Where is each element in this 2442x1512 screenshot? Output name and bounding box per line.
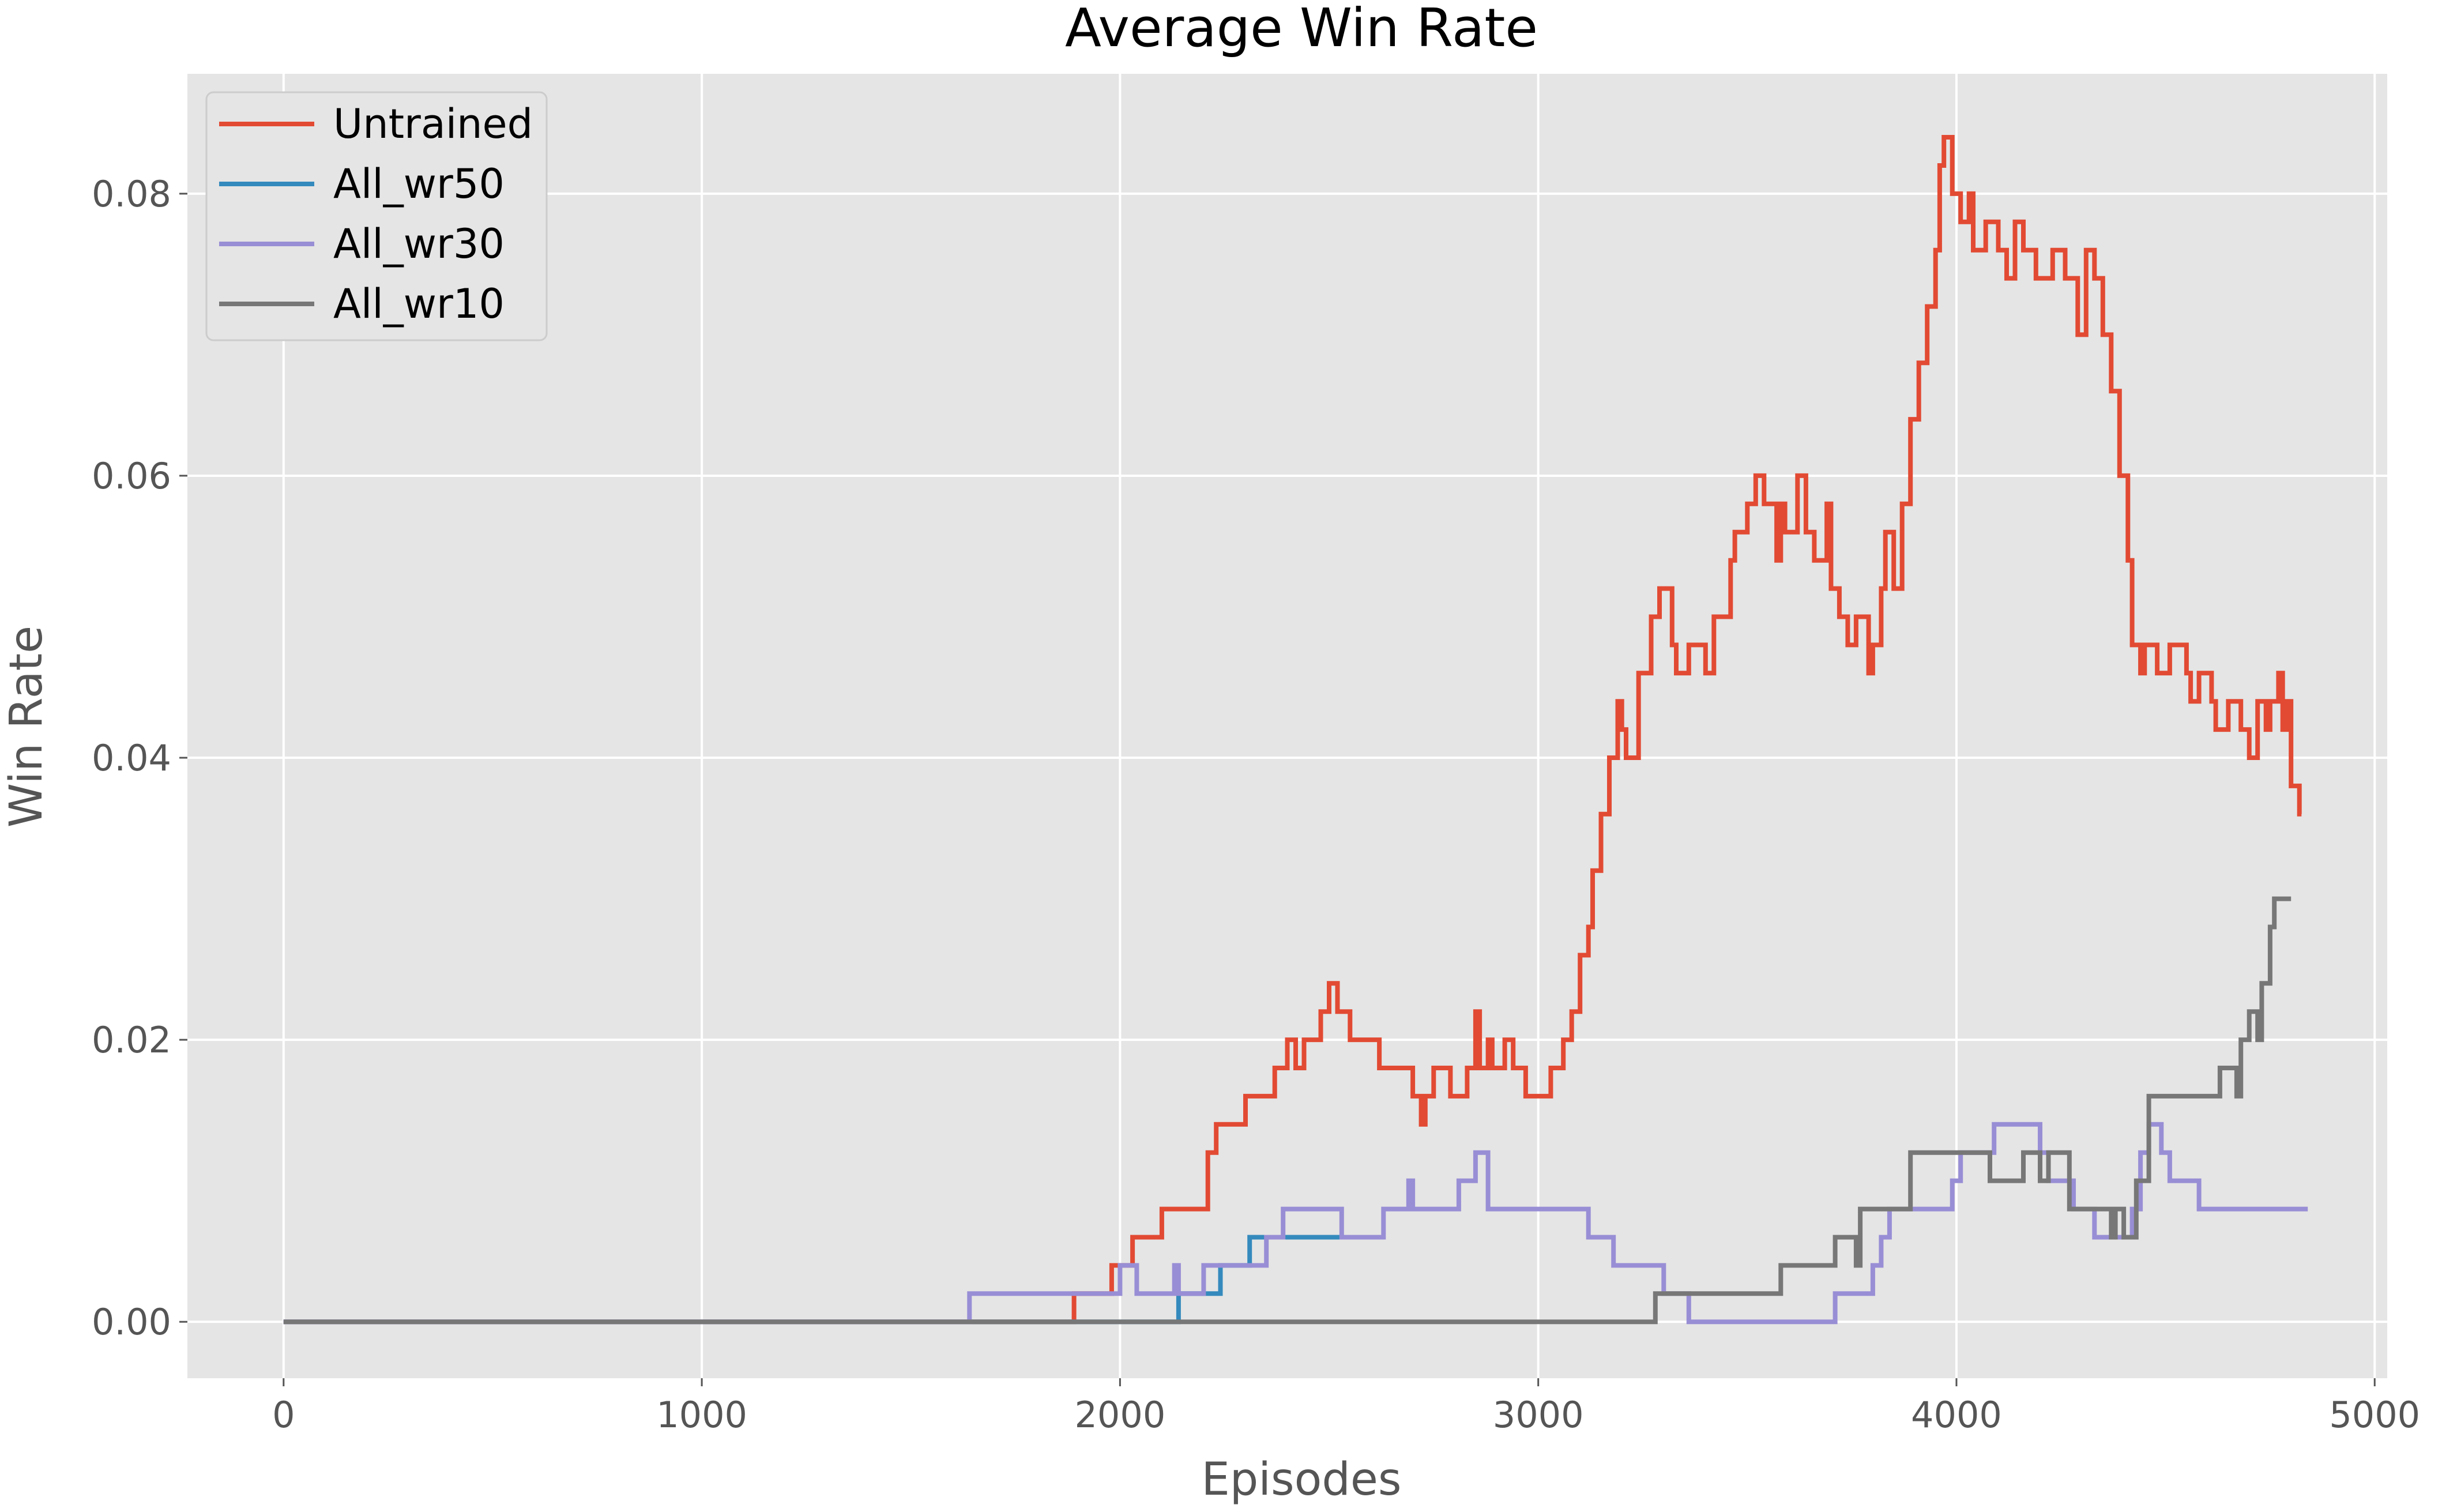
y-tick-label: 0.02 bbox=[92, 1019, 171, 1061]
series-line-untrained bbox=[283, 135, 2302, 1325]
x-tick-label: 2000 bbox=[1074, 1394, 1165, 1436]
x-tick-label: 1000 bbox=[656, 1394, 747, 1436]
x-tick-label: 0 bbox=[272, 1394, 295, 1436]
series-line-all-wr50 bbox=[283, 1235, 1342, 1325]
chart-title: Average Win Rate bbox=[1065, 0, 1538, 59]
y-tick-label: 0.06 bbox=[92, 455, 171, 497]
tick-layer: 0 1000 2000 3000 4000 5000 0.00 0.02 0.04 0.06 0.0… bbox=[92, 173, 2420, 1436]
legend-box bbox=[205, 91, 548, 341]
series-layer bbox=[283, 135, 2308, 1325]
x-tick-label: 3000 bbox=[1493, 1394, 1584, 1436]
x-tick-label: 5000 bbox=[2329, 1394, 2420, 1436]
legend-label: All_wr10 bbox=[333, 280, 505, 328]
legend-label: All_wr50 bbox=[333, 160, 505, 208]
series-line-all-wr10 bbox=[283, 896, 2292, 1325]
legend-label: Untrained bbox=[333, 100, 533, 148]
plot-area bbox=[187, 74, 2387, 1378]
x-axis-label: Episodes bbox=[1202, 1454, 1402, 1506]
y-tick-label: 0.04 bbox=[92, 737, 171, 779]
x-tick-label: 4000 bbox=[1911, 1394, 2002, 1436]
legend: Untrained All_wr50 All_wr30 All_wr10 bbox=[205, 91, 548, 341]
y-tick-label: 0.08 bbox=[92, 173, 171, 215]
legend-label: All_wr30 bbox=[333, 220, 505, 268]
y-tick-label: 0.00 bbox=[92, 1301, 171, 1343]
y-axis-label: Win Rate bbox=[1, 626, 52, 828]
